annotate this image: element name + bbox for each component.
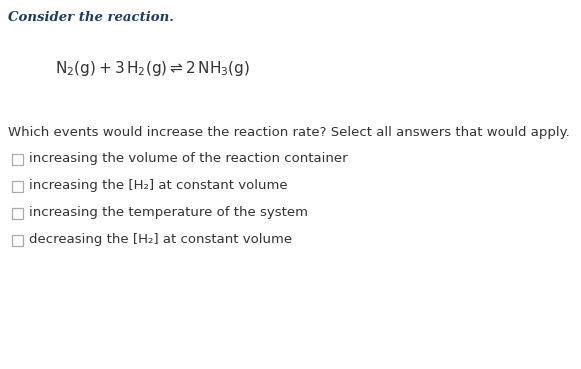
Bar <box>12 207 23 218</box>
Bar <box>12 154 23 165</box>
Text: increasing the [H₂] at constant volume: increasing the [H₂] at constant volume <box>29 179 288 192</box>
Text: increasing the temperature of the system: increasing the temperature of the system <box>29 206 308 219</box>
Text: Which events would increase the reaction rate? Select all answers that would app: Which events would increase the reaction… <box>8 126 570 139</box>
Bar <box>12 235 23 245</box>
Bar <box>12 180 23 192</box>
Text: decreasing the [H₂] at constant volume: decreasing the [H₂] at constant volume <box>29 233 292 246</box>
Text: increasing the volume of the reaction container: increasing the volume of the reaction co… <box>29 152 347 165</box>
Text: $\mathrm{N_2(g) + 3\,H_2(g) \rightleftharpoons 2\,NH_3(g)}$: $\mathrm{N_2(g) + 3\,H_2(g) \rightleftha… <box>55 59 250 78</box>
Text: Consider the reaction.: Consider the reaction. <box>8 11 174 24</box>
